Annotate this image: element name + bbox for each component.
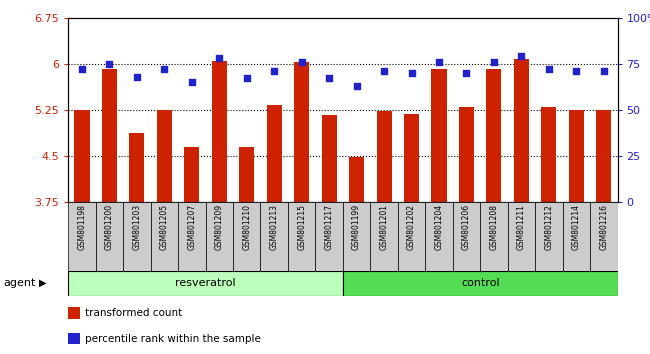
Point: [352, 83, 362, 88]
Bar: [370, 202, 398, 271]
Bar: [343, 271, 618, 296]
Point: [571, 68, 582, 74]
Bar: [151, 202, 178, 271]
Bar: [205, 202, 233, 271]
Bar: [432, 69, 447, 202]
Text: agent: agent: [3, 278, 36, 288]
Point: [543, 67, 554, 72]
Text: GSM801217: GSM801217: [324, 204, 333, 250]
Point: [104, 61, 114, 67]
Text: GSM801207: GSM801207: [187, 204, 196, 250]
Bar: [322, 115, 337, 202]
Text: GSM801214: GSM801214: [572, 204, 581, 250]
Text: GSM801204: GSM801204: [434, 204, 443, 250]
Bar: [96, 202, 124, 271]
Point: [77, 67, 87, 72]
Bar: [294, 63, 309, 202]
Bar: [233, 202, 261, 271]
Text: GSM801209: GSM801209: [214, 204, 224, 250]
Text: transformed count: transformed count: [85, 308, 183, 318]
Bar: [452, 202, 480, 271]
Bar: [261, 202, 288, 271]
Bar: [68, 202, 96, 271]
Point: [434, 59, 444, 65]
Point: [406, 70, 417, 76]
Text: control: control: [461, 278, 499, 288]
Point: [269, 68, 280, 74]
Bar: [315, 202, 343, 271]
Bar: [425, 202, 452, 271]
Point: [379, 68, 389, 74]
Bar: [239, 147, 254, 202]
Point: [516, 53, 526, 59]
Point: [296, 59, 307, 65]
Text: GSM801205: GSM801205: [160, 204, 169, 250]
Bar: [124, 202, 151, 271]
Bar: [185, 147, 200, 202]
Bar: [535, 202, 563, 271]
Point: [187, 79, 197, 85]
Bar: [178, 202, 205, 271]
Point: [214, 55, 224, 61]
Text: GSM801198: GSM801198: [77, 204, 86, 250]
Bar: [343, 202, 370, 271]
Bar: [514, 59, 529, 202]
Bar: [569, 110, 584, 202]
Point: [462, 70, 472, 76]
Text: GSM801201: GSM801201: [380, 204, 389, 250]
Text: GSM801200: GSM801200: [105, 204, 114, 250]
Text: ▶: ▶: [39, 278, 47, 288]
Point: [489, 59, 499, 65]
Text: GSM801208: GSM801208: [489, 204, 499, 250]
Text: percentile rank within the sample: percentile rank within the sample: [85, 333, 261, 344]
Bar: [508, 202, 535, 271]
Bar: [75, 110, 90, 202]
Text: GSM801199: GSM801199: [352, 204, 361, 250]
Text: GSM801216: GSM801216: [599, 204, 608, 250]
Bar: [398, 202, 425, 271]
Bar: [102, 69, 117, 202]
Text: GSM801210: GSM801210: [242, 204, 252, 250]
Point: [324, 76, 334, 81]
Bar: [563, 202, 590, 271]
Text: GSM801213: GSM801213: [270, 204, 279, 250]
Bar: [157, 110, 172, 202]
Bar: [212, 61, 227, 202]
Point: [132, 74, 142, 79]
Text: GSM801211: GSM801211: [517, 204, 526, 250]
Bar: [541, 107, 556, 202]
Bar: [349, 157, 364, 202]
Text: GSM801215: GSM801215: [297, 204, 306, 250]
Bar: [129, 133, 144, 202]
Bar: [596, 110, 611, 202]
Bar: [459, 107, 474, 202]
Text: GSM801202: GSM801202: [407, 204, 416, 250]
Text: GSM801206: GSM801206: [462, 204, 471, 250]
Bar: [266, 105, 281, 202]
Bar: [404, 114, 419, 202]
Text: resveratrol: resveratrol: [176, 278, 236, 288]
Point: [159, 67, 170, 72]
Point: [599, 68, 609, 74]
Bar: [486, 69, 501, 202]
Bar: [68, 271, 343, 296]
Point: [242, 76, 252, 81]
Bar: [590, 202, 618, 271]
Text: GSM801212: GSM801212: [544, 204, 553, 250]
Text: GSM801203: GSM801203: [133, 204, 142, 250]
Bar: [480, 202, 508, 271]
Bar: [376, 111, 391, 202]
Bar: [288, 202, 315, 271]
